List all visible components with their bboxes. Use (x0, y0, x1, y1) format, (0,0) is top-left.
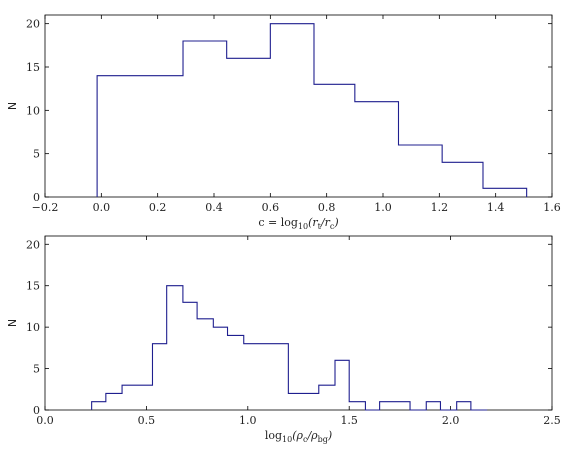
x-tick-label: 0.8 (318, 201, 336, 214)
y-axis-label: N (6, 319, 19, 327)
x-tick-label: 1.2 (431, 201, 449, 214)
x-axis-label: log10(ρc/ρbg) (265, 429, 332, 444)
y-tick-label: 20 (26, 238, 40, 251)
x-tick-label: 1.0 (239, 414, 257, 427)
y-tick-label: 5 (33, 148, 40, 161)
y-tick-label: 15 (26, 61, 40, 74)
histogram-step-line (96, 23, 528, 197)
x-tick-label: 1.0 (374, 201, 392, 214)
x-tick-label: 2.5 (543, 414, 561, 427)
x-tick-label: 0.5 (138, 414, 156, 427)
y-tick-label: 20 (26, 18, 40, 31)
x-tick-label: 0.4 (205, 201, 223, 214)
x-tick-label: −0.2 (32, 201, 59, 214)
axes-frame (44, 14, 553, 198)
x-tick-label: 0.2 (149, 201, 167, 214)
y-tick-label: 0 (33, 404, 40, 417)
y-tick-label: 5 (33, 363, 40, 376)
y-tick-label: 15 (26, 280, 40, 293)
x-tick-label: 0.6 (262, 201, 280, 214)
y-tick-label: 10 (26, 104, 40, 117)
x-tick-label: 2.0 (442, 414, 460, 427)
axes-frame (44, 235, 553, 411)
y-tick-label: 0 (33, 191, 40, 204)
x-axis-label: c = log10(rt/rc) (258, 216, 338, 231)
x-tick-label: 1.5 (340, 414, 358, 427)
x-tick-label: 0.0 (93, 201, 111, 214)
y-tick-label: 10 (26, 321, 40, 334)
x-tick-label: 0.0 (36, 414, 54, 427)
histogram-top: −0.2 0.0 0.2 0.4 0.6 0.8 1.0 1.2 1.4 1.6 0 5 10 15 20 N… (6, 14, 561, 231)
histogram-step-line (91, 285, 488, 411)
x-tick-label: 1.6 (543, 201, 561, 214)
y-axis-label: N (6, 102, 19, 110)
x-tick-label: 1.4 (487, 201, 505, 214)
